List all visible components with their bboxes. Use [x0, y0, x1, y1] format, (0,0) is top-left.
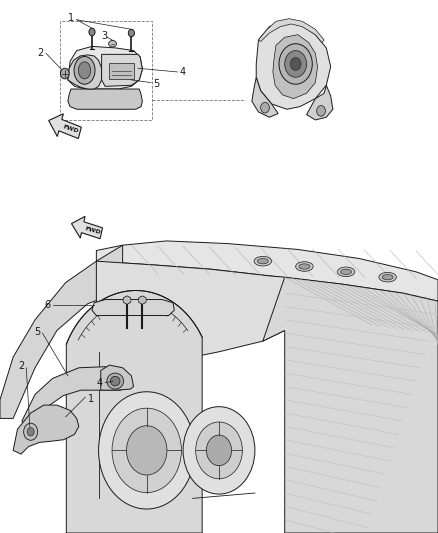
Ellipse shape — [337, 267, 355, 277]
Circle shape — [124, 296, 130, 304]
Ellipse shape — [74, 56, 95, 84]
Polygon shape — [68, 46, 142, 89]
Polygon shape — [68, 89, 142, 109]
Ellipse shape — [254, 256, 272, 266]
Ellipse shape — [109, 41, 117, 47]
Polygon shape — [71, 216, 102, 239]
Polygon shape — [101, 365, 134, 390]
Polygon shape — [68, 55, 102, 89]
Circle shape — [183, 407, 255, 494]
Text: 2: 2 — [18, 361, 24, 371]
Ellipse shape — [110, 376, 120, 386]
Polygon shape — [123, 296, 131, 304]
Polygon shape — [96, 261, 285, 362]
Circle shape — [27, 427, 34, 436]
Polygon shape — [102, 54, 142, 86]
Circle shape — [290, 58, 301, 70]
Polygon shape — [258, 19, 324, 43]
Circle shape — [317, 106, 325, 116]
Ellipse shape — [296, 262, 313, 271]
Polygon shape — [49, 114, 81, 139]
Ellipse shape — [78, 62, 91, 79]
Circle shape — [128, 29, 134, 37]
Text: 3: 3 — [101, 31, 107, 41]
Circle shape — [127, 426, 167, 475]
Circle shape — [60, 68, 69, 79]
Polygon shape — [0, 245, 123, 418]
Ellipse shape — [299, 264, 310, 269]
Ellipse shape — [341, 269, 352, 274]
Polygon shape — [252, 77, 278, 117]
Polygon shape — [273, 35, 318, 99]
Text: FWD: FWD — [63, 125, 80, 134]
Ellipse shape — [379, 272, 396, 282]
Circle shape — [285, 51, 307, 77]
Circle shape — [261, 102, 269, 113]
Text: 4: 4 — [180, 67, 186, 77]
Polygon shape — [138, 296, 146, 304]
Circle shape — [196, 422, 242, 479]
Text: 5: 5 — [34, 327, 40, 336]
Text: 1: 1 — [88, 394, 94, 403]
Polygon shape — [307, 85, 333, 120]
Bar — [109, 63, 134, 79]
Text: 1: 1 — [68, 13, 74, 23]
Text: 5: 5 — [154, 79, 160, 88]
Ellipse shape — [107, 373, 124, 389]
Circle shape — [99, 392, 195, 509]
Text: 2: 2 — [37, 48, 43, 58]
Circle shape — [139, 296, 145, 304]
Circle shape — [279, 44, 312, 84]
Text: FWD: FWD — [85, 226, 102, 235]
Circle shape — [24, 423, 38, 440]
Text: 6: 6 — [44, 300, 50, 310]
Circle shape — [89, 28, 95, 36]
Text: 4: 4 — [97, 378, 103, 387]
Ellipse shape — [257, 259, 268, 264]
Circle shape — [206, 435, 232, 466]
Polygon shape — [263, 277, 438, 533]
Polygon shape — [13, 405, 79, 454]
Polygon shape — [22, 367, 131, 429]
Polygon shape — [92, 300, 174, 316]
Polygon shape — [96, 241, 438, 301]
Polygon shape — [66, 290, 202, 533]
Circle shape — [112, 408, 181, 492]
Polygon shape — [256, 21, 331, 109]
Ellipse shape — [382, 274, 393, 280]
